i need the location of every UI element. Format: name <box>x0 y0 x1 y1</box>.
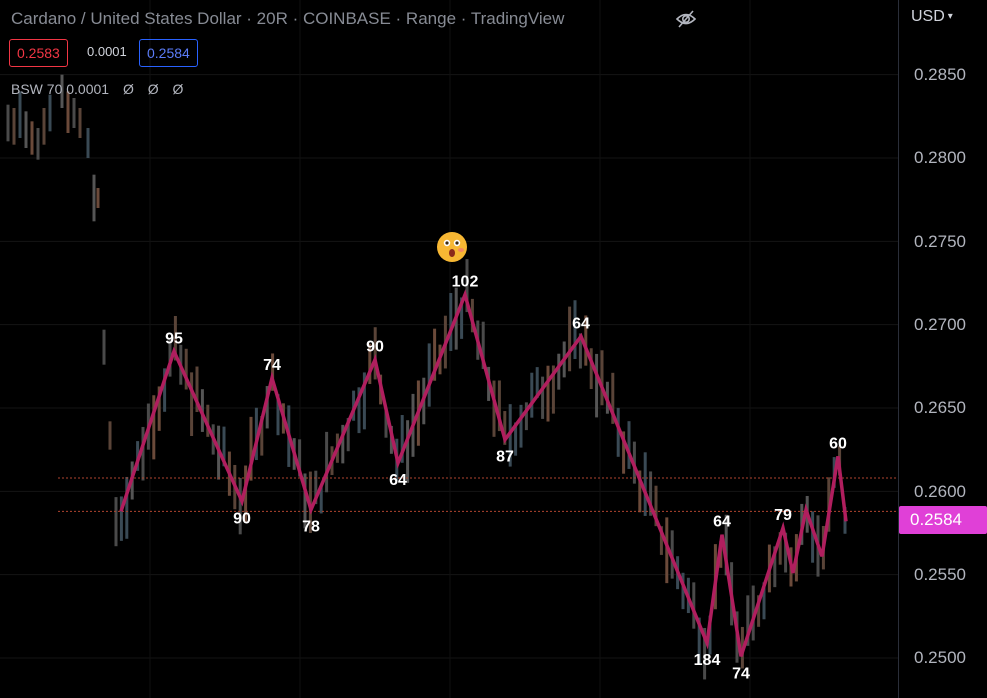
price-chart[interactable]: 95 90 74 78 90 64 102 87 64 184 64 74 79 60 <box>0 0 898 698</box>
swing-count-label: 74 <box>263 357 281 374</box>
swing-count-label: 90 <box>366 339 384 356</box>
price-tick: 0.2650 <box>914 398 966 417</box>
chevron-down-icon: ▾ <box>947 11 953 22</box>
price-tick: 0.2800 <box>914 148 966 167</box>
swing-count-label: 64 <box>389 472 407 489</box>
astonished-face-emoji-icon <box>437 232 467 262</box>
bid-price-box[interactable]: 0.2583 <box>9 39 68 67</box>
swing-count-label: 74 <box>732 665 750 682</box>
price-tick: 0.2850 <box>914 65 966 84</box>
swing-count-label: 95 <box>165 330 183 347</box>
ask-price-box[interactable]: 0.2584 <box>139 39 198 67</box>
swing-count-label: 64 <box>713 514 731 531</box>
swing-count-label: 90 <box>233 510 251 527</box>
chart-title: Cardano / United States Dollar · 20R · C… <box>11 9 565 28</box>
spread-value: 0.0001 <box>87 44 127 59</box>
price-tick: 0.2750 <box>914 232 966 251</box>
indicator-label: BSW 70 0.0001 <box>11 81 110 97</box>
swing-count-label: 87 <box>496 449 514 466</box>
price-axis[interactable]: USD ▾ 0.2850 0.2800 0.2750 0.2700 0.2650 … <box>898 0 987 698</box>
currency-selector[interactable]: USD ▾ <box>911 8 953 26</box>
price-tick: 0.2700 <box>914 315 966 334</box>
swing-count-label: 79 <box>774 507 792 524</box>
indicator-value: Ø <box>172 81 184 97</box>
chart-area[interactable]: 95 90 74 78 90 64 102 87 64 184 64 74 79 60 Cardano /… <box>0 0 898 698</box>
price-tick: 0.2500 <box>914 648 966 667</box>
swing-count-label: 60 <box>829 435 847 452</box>
indicator-value: Ø <box>122 81 134 97</box>
swing-count-label: 184 <box>694 652 721 669</box>
swing-count-label: 64 <box>572 315 590 332</box>
price-tick: 0.2600 <box>914 482 966 501</box>
swing-count-label: 102 <box>452 274 479 291</box>
zigzag-line <box>119 289 848 657</box>
last-price-label: 0.2584 <box>899 506 987 534</box>
swing-count-label: 78 <box>302 519 320 536</box>
price-tick: 0.2550 <box>914 565 966 584</box>
indicator-value: Ø <box>147 81 159 97</box>
currency-label: USD <box>911 8 945 25</box>
indicator-legend[interactable]: BSW 70 0.0001 Ø Ø Ø <box>11 81 193 97</box>
eye-slash-icon[interactable] <box>675 9 697 29</box>
